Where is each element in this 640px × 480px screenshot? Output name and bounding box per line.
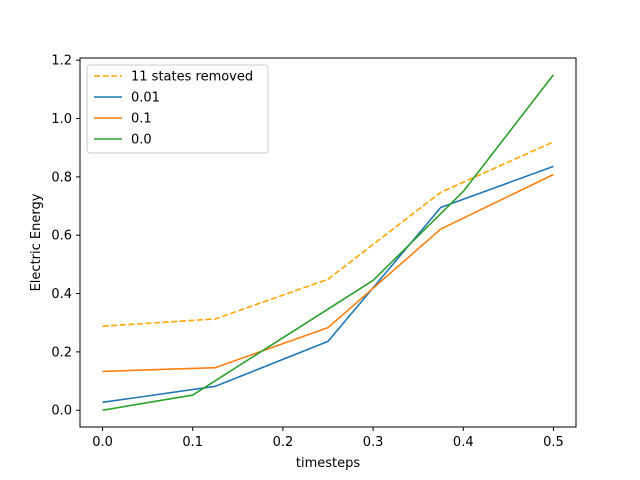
x-axis-label: timesteps [296, 456, 360, 471]
legend-label-3: 0.0 [131, 133, 152, 148]
legend-label-0: 11 states removed [131, 70, 253, 85]
x-tick-label: 0.3 [363, 435, 384, 450]
y-tick-label: 0.2 [51, 345, 72, 360]
y-axis-ticks: 0.0 0.2 0.4 0.6 0.8 1.0 1.2 [51, 54, 80, 419]
series-line-1 [102, 165, 554, 404]
y-tick-label: 0.0 [51, 404, 72, 419]
series-layer [102, 74, 555, 412]
x-tick-label: 0.0 [92, 435, 113, 450]
y-tick-label: 0.6 [51, 229, 72, 244]
y-tick-label: 0.4 [51, 287, 72, 302]
x-tick-label: 0.2 [273, 435, 294, 450]
y-tick-label: 0.8 [51, 170, 72, 185]
y-tick-label: 1.2 [51, 54, 72, 69]
x-tick-label: 0.4 [453, 435, 474, 450]
y-axis-label: Electric Energy [29, 193, 44, 291]
series-line-0 [102, 141, 554, 328]
series-line-3 [102, 74, 555, 412]
legend-label-2: 0.1 [131, 112, 152, 127]
legend-label-1: 0.01 [131, 91, 160, 106]
x-axis-ticks: 0.0 0.1 0.2 0.3 0.4 0.5 [92, 427, 564, 450]
plot-frame [79, 57, 577, 428]
series-line-2 [102, 173, 554, 373]
legend-box [86, 64, 269, 154]
x-tick-label: 0.1 [182, 435, 203, 450]
y-tick-label: 1.0 [51, 112, 72, 127]
legend: 11 states removed 0.01 0.1 0.0 [86, 64, 269, 154]
x-tick-label: 0.5 [543, 435, 564, 450]
